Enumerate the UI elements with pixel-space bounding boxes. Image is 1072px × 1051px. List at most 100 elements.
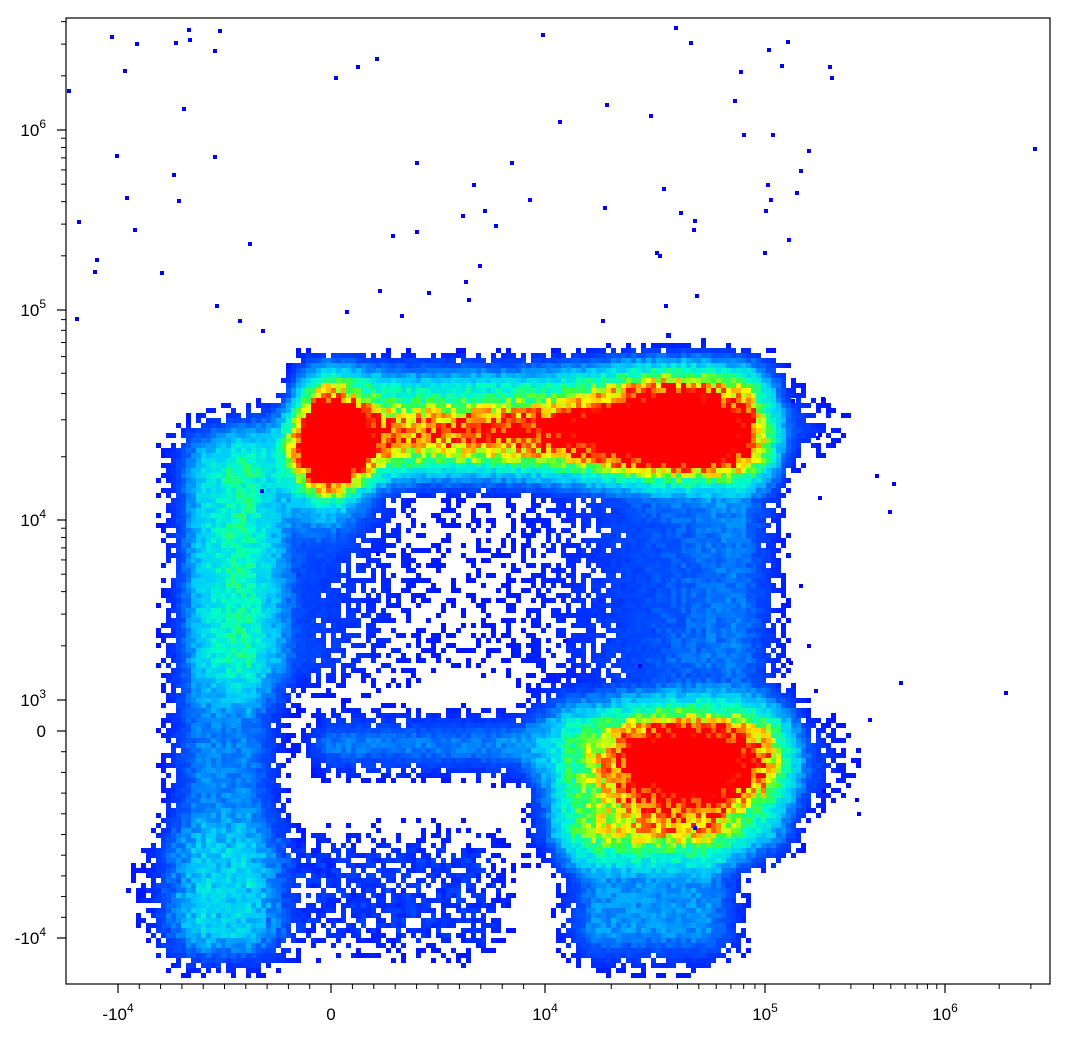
- density-cell: [726, 453, 731, 458]
- density-cell: [346, 438, 351, 443]
- density-cell: [411, 413, 416, 418]
- density-cell: [366, 443, 371, 448]
- density-cell: [616, 533, 621, 538]
- density-cell: [766, 538, 771, 543]
- density-cell: [696, 433, 701, 438]
- density-cell: [651, 568, 656, 573]
- density-cell: [501, 433, 506, 438]
- density-cell: [646, 413, 651, 418]
- density-cell: [736, 573, 741, 578]
- density-cell: [611, 348, 616, 353]
- density-cell: [251, 433, 256, 438]
- density-cell: [176, 493, 181, 498]
- density-cell: [506, 553, 511, 558]
- density-cell: [391, 368, 396, 373]
- density-cell: [736, 428, 741, 433]
- density-cell: [231, 538, 236, 543]
- density-cell: [356, 418, 361, 423]
- density-cell: [406, 553, 411, 558]
- density-cell: [431, 368, 436, 373]
- density-cell: [641, 463, 646, 468]
- density-cell: [366, 468, 371, 473]
- density-cell: [541, 363, 546, 368]
- density-cell: [696, 473, 701, 478]
- density-cell: [726, 488, 731, 493]
- density-cell: [691, 473, 696, 478]
- density-cell: [331, 558, 336, 563]
- density-cell: [366, 498, 371, 503]
- density-cell: [501, 428, 506, 433]
- density-cell: [731, 373, 736, 378]
- density-cell: [711, 568, 716, 573]
- density-cell: [321, 433, 326, 438]
- density-cell: [706, 433, 711, 438]
- density-cell: [351, 518, 356, 523]
- density-cell: [786, 533, 791, 538]
- density-cell: [716, 393, 721, 398]
- density-cell: [496, 448, 501, 453]
- density-cell: [716, 488, 721, 493]
- density-cell: [726, 493, 731, 498]
- density-cell: [711, 468, 716, 473]
- density-cell: [501, 353, 506, 358]
- density-cell: [536, 388, 541, 393]
- density-cell: [651, 503, 656, 508]
- density-cell: [351, 378, 356, 383]
- density-cell: [426, 578, 431, 583]
- density-cell: [531, 478, 536, 483]
- density-cell: [301, 393, 306, 398]
- density-cell: [376, 423, 381, 428]
- density-cell: [786, 393, 791, 398]
- density-cell: [656, 443, 661, 448]
- density-cell: [581, 423, 586, 428]
- density-cell: [231, 433, 236, 438]
- density-cell: [176, 518, 181, 523]
- density-cell: [356, 503, 361, 508]
- density-cell: [591, 363, 596, 368]
- density-cell: [686, 423, 691, 428]
- density-cell: [576, 443, 581, 448]
- density-cell: [536, 463, 541, 468]
- density-cell: [781, 513, 786, 518]
- density-cell: [371, 568, 376, 573]
- density-cell: [686, 458, 691, 463]
- density-cell: [391, 508, 396, 513]
- density-cell: [471, 408, 476, 413]
- density-cell: [721, 553, 726, 558]
- density-cell: [686, 388, 691, 393]
- density-cell: [561, 423, 566, 428]
- density-cell: [731, 368, 736, 373]
- density-cell: [691, 373, 696, 378]
- density-cell: [276, 548, 281, 553]
- density-cell: [301, 353, 306, 358]
- density-cell: [581, 513, 586, 518]
- density-cell: [536, 393, 541, 398]
- density-cell: [246, 428, 251, 433]
- density-cell: [721, 448, 726, 453]
- density-cell: [331, 388, 336, 393]
- density-cell: [271, 423, 276, 428]
- density-cell: [686, 358, 691, 363]
- density-cell: [691, 563, 696, 568]
- density-cell: [191, 428, 196, 433]
- density-cell: [356, 568, 361, 573]
- density-cell: [336, 518, 341, 523]
- density-cell: [621, 488, 626, 493]
- density-cell: [211, 443, 216, 448]
- density-cell: [606, 368, 611, 373]
- density-cell: [596, 373, 601, 378]
- density-cell: [581, 418, 586, 423]
- density-cell: [586, 383, 591, 388]
- density-cell: [431, 428, 436, 433]
- density-cell: [276, 528, 281, 533]
- density-cell: [676, 538, 681, 543]
- density-cell: [321, 413, 326, 418]
- density-cell: [511, 478, 516, 483]
- density-cell: [496, 348, 501, 353]
- density-cell: [206, 483, 211, 488]
- density-cell: [486, 478, 491, 483]
- density-cell: [631, 418, 636, 423]
- density-cell: [641, 413, 646, 418]
- density-cell: [256, 493, 261, 498]
- density-cell: [796, 433, 801, 438]
